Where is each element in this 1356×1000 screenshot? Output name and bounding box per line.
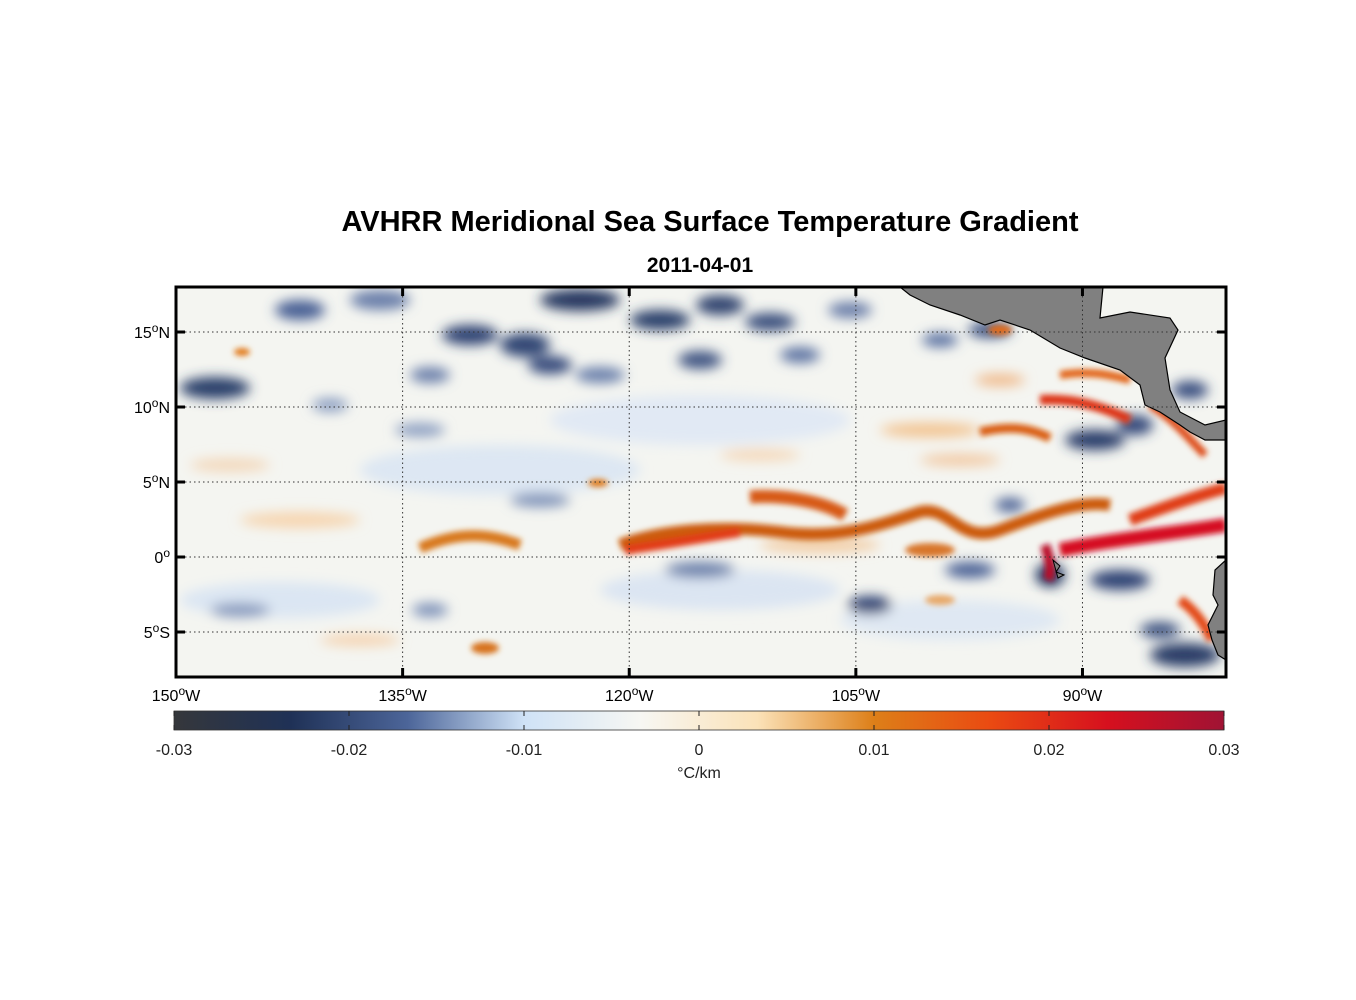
latitude-labels: 15oN 10oN 5oN 0o 5oS xyxy=(134,321,170,642)
colorbar-tick-label: 0.03 xyxy=(1208,742,1239,759)
lat-tick-label: 5oS xyxy=(144,621,170,642)
galapagos-land xyxy=(1052,558,1066,579)
map-field xyxy=(176,287,1226,677)
lon-tick-label: 150oW xyxy=(152,684,201,705)
land xyxy=(899,287,1226,661)
lat-tick-label: 15oN xyxy=(134,321,170,342)
colorbar-tick-label: -0.03 xyxy=(156,742,193,759)
map-title: AVHRR Meridional Sea Surface Temperature… xyxy=(341,206,1079,238)
lon-tick-label: 105oW xyxy=(832,684,881,705)
lat-tick-label: 5oN xyxy=(143,471,170,492)
colorbar-tick-label: -0.01 xyxy=(506,742,543,759)
longitude-labels: 150oW 135oW 120oW 105oW 90oW xyxy=(152,684,1103,705)
colorbar: -0.03 -0.02 -0.01 0 0.01 0.02 0.03 °C/km xyxy=(156,710,1240,782)
lat-tick-label: 10oN xyxy=(134,396,170,417)
axis-ticks xyxy=(174,287,1226,677)
lon-tick-label: 120oW xyxy=(605,684,654,705)
south-america-land xyxy=(1207,559,1226,661)
colorbar-ticks: -0.03 -0.02 -0.01 0 0.01 0.02 0.03 xyxy=(156,711,1240,759)
map-subtitle: 2011-04-01 xyxy=(646,254,754,277)
lon-tick-label: 90oW xyxy=(1063,684,1103,705)
colorbar-unit-label: °C/km xyxy=(677,765,721,782)
sst-gradient-blobs xyxy=(180,289,1220,667)
central-america-land xyxy=(899,287,1226,441)
colorbar-tick-label: 0 xyxy=(695,742,704,759)
colorbar-tick-label: -0.02 xyxy=(331,742,368,759)
lat-tick-label: 0o xyxy=(154,546,170,567)
colorbar-tick-label: 0.02 xyxy=(1033,742,1064,759)
colorbar-tick-label: 0.01 xyxy=(858,742,889,759)
lon-tick-label: 135oW xyxy=(378,684,427,705)
